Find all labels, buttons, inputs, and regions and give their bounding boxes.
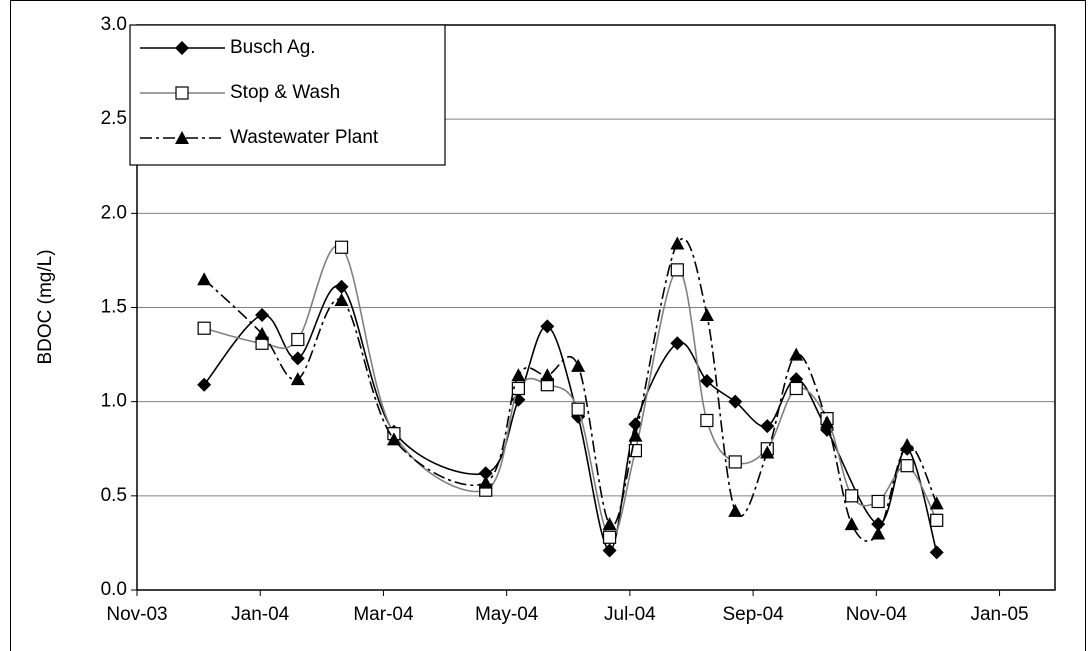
marker bbox=[175, 86, 189, 100]
marker bbox=[602, 517, 617, 531]
x-tick-label: Jan-05 bbox=[970, 604, 1028, 625]
series-line bbox=[203, 244, 938, 539]
marker bbox=[540, 319, 555, 334]
marker bbox=[628, 417, 643, 432]
marker bbox=[670, 236, 685, 250]
y-tick-label: 0.0 bbox=[101, 579, 127, 600]
marker bbox=[290, 372, 305, 386]
marker bbox=[670, 336, 685, 351]
marker bbox=[670, 263, 684, 277]
marker bbox=[290, 351, 305, 366]
marker bbox=[699, 373, 714, 388]
marker bbox=[175, 41, 189, 55]
x-tick-label: May-04 bbox=[475, 604, 539, 625]
x-tick-label: Jan-04 bbox=[231, 604, 290, 625]
legend-label: Wastewater Plant bbox=[230, 127, 379, 148]
marker bbox=[197, 377, 212, 392]
marker bbox=[930, 513, 944, 527]
marker bbox=[900, 459, 914, 473]
marker bbox=[511, 381, 525, 396]
marker bbox=[929, 545, 944, 560]
marker bbox=[728, 394, 743, 409]
marker bbox=[540, 368, 555, 382]
plot-area bbox=[136, 24, 1056, 591]
marker bbox=[386, 432, 401, 446]
legend-label: Busch Ag. bbox=[230, 37, 316, 58]
outer-border bbox=[10, 0, 1086, 651]
marker bbox=[820, 415, 835, 429]
marker bbox=[175, 131, 189, 144]
y-tick-label: 3.0 bbox=[101, 14, 127, 35]
marker bbox=[255, 326, 270, 340]
x-tick-label: Nov-04 bbox=[846, 604, 908, 625]
marker bbox=[334, 292, 349, 306]
marker bbox=[197, 321, 211, 335]
marker bbox=[571, 402, 585, 416]
marker bbox=[845, 489, 859, 503]
marker bbox=[871, 494, 885, 509]
y-axis-label: BDOC (mg/L) bbox=[35, 249, 56, 364]
marker bbox=[255, 308, 270, 323]
marker bbox=[511, 368, 526, 382]
marker bbox=[728, 503, 743, 517]
x-tick-label: Nov-03 bbox=[106, 604, 167, 625]
legend: Busch Ag. Stop & Wash Wastewater Plant bbox=[129, 24, 446, 166]
marker bbox=[760, 445, 775, 459]
marker bbox=[699, 308, 714, 322]
series-line bbox=[203, 237, 938, 542]
marker bbox=[334, 240, 349, 254]
marker bbox=[789, 381, 803, 396]
x-tick-label: Mar-04 bbox=[353, 604, 414, 625]
marker bbox=[789, 347, 804, 361]
marker bbox=[900, 437, 915, 451]
y-tick-label: 1.0 bbox=[101, 391, 127, 412]
marker bbox=[760, 419, 775, 434]
marker bbox=[728, 455, 742, 469]
marker bbox=[871, 526, 886, 540]
x-tick-label: Jul-04 bbox=[604, 604, 656, 625]
marker bbox=[602, 530, 617, 544]
marker bbox=[334, 279, 349, 294]
marker bbox=[197, 272, 212, 286]
marker bbox=[700, 413, 714, 428]
marker bbox=[602, 543, 617, 558]
legend-label: Stop & Wash bbox=[230, 82, 340, 103]
marker bbox=[929, 496, 944, 510]
y-tick-label: 1.5 bbox=[101, 297, 127, 318]
y-tick-label: 0.5 bbox=[101, 485, 127, 506]
marker bbox=[571, 358, 586, 372]
x-tick-label: Sep-04 bbox=[722, 604, 784, 625]
marker bbox=[478, 475, 493, 489]
y-tick-label: 2.5 bbox=[101, 108, 127, 129]
marker bbox=[628, 428, 643, 442]
marker bbox=[478, 466, 493, 481]
marker bbox=[844, 517, 859, 531]
marker bbox=[291, 332, 305, 347]
y-tick-label: 2.0 bbox=[101, 202, 127, 223]
